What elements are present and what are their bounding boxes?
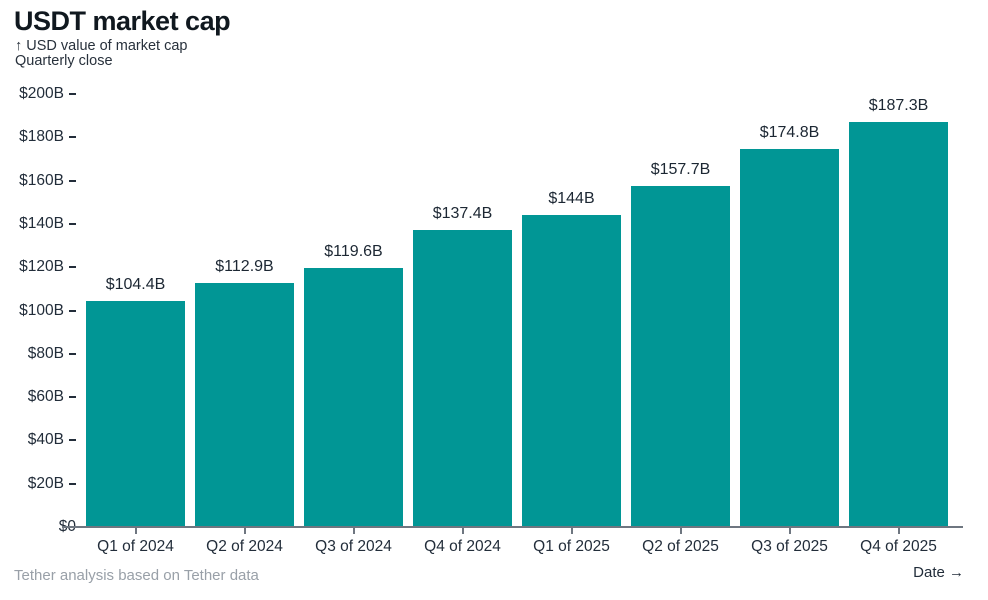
y-tick-label: $80B [27,344,64,362]
x-tick-mark [570,528,573,534]
x-axis-baseline [62,526,963,528]
x-axis-cell: Q3 of 2025 [740,528,839,556]
bar [413,229,512,527]
bar-value-label: $119.6B [324,243,383,261]
x-axis-cell: Q3 of 2024 [304,528,403,556]
y-tick-mark [69,396,76,399]
bar-value-label: $137.4B [432,204,493,222]
x-axis-title: Date → [913,564,964,581]
bar [631,185,730,527]
bar-cell: $104.4B [86,94,185,527]
x-tick-label: Q4 of 2025 [860,538,937,555]
x-tick-label: Q1 of 2024 [97,538,174,555]
x-axis-cell: Q4 of 2025 [849,528,948,556]
y-tick-label: $160B [19,171,64,189]
y-tick-mark [69,439,76,442]
y-tick-label: $140B [19,214,64,232]
bar-cell: $157.7B [631,94,730,527]
bar-cell: $187.3B [849,94,948,527]
y-axis-description: ↑ USD value of market cap [15,38,188,54]
y-tick-row: $140B [19,214,76,234]
y-axis: $200B $180B $160B $140B $120B $100B $80B $60B $4… [0,85,76,535]
x-tick-label: Q2 of 2025 [642,538,719,555]
source-note: Tether analysis based on Tether data [14,567,259,584]
y-tick-row: $20B [28,474,76,494]
x-axis-cell: Q2 of 2024 [195,528,294,556]
y-tick-row: $180B [19,127,76,147]
y-tick-mark [69,482,76,485]
x-tick-label: Q2 of 2024 [206,538,283,555]
bar-cell: $119.6B [304,94,403,527]
y-tick-label: $20B [27,474,64,492]
bar-cell: $137.4B [413,94,512,527]
bar [522,215,621,527]
y-tick-row: $120B [19,257,76,277]
x-tick-mark [788,528,791,534]
y-tick-row: $60B [28,387,76,407]
bars-plot-area: $104.4B $112.9B $119.6B $137.4B $144B $157.7B… [86,94,948,527]
y-tick-row: $40B [28,430,76,450]
bar [86,300,185,527]
x-tick-mark [352,528,355,534]
y-tick-label: $100B [19,301,64,319]
bar-value-label: $144B [548,190,595,208]
y-tick-label: $200B [19,85,64,102]
y-tick-row: $80B [28,344,76,364]
bar-value-label: $112.9B [215,257,274,275]
y-tick-mark [69,93,76,95]
y-axis-description-line2: Quarterly close [15,53,113,69]
y-tick-mark [69,222,76,225]
y-tick-row: $160B [19,171,76,191]
x-tick-label: Q3 of 2025 [751,538,828,555]
bar-cell: $112.9B [195,94,294,527]
bar-value-label: $157.7B [650,160,711,178]
bar-cell: $174.8B [740,94,839,527]
y-tick-label: $60B [27,388,64,406]
bar-value-label: $104.4B [105,275,166,293]
x-axis-cell: Q2 of 2025 [631,528,730,556]
x-axis-cell: Q1 of 2024 [86,528,185,556]
bar [195,282,294,527]
y-tick-row: $200B [19,84,76,104]
bar-cell: $144B [522,94,621,527]
y-tick-mark [69,136,76,139]
x-axis-cell: Q4 of 2024 [413,528,512,556]
x-tick-mark [134,528,137,534]
bar [849,121,948,527]
y-tick-mark [69,179,76,182]
x-tick-mark [897,528,900,534]
x-tick-label: Q3 of 2024 [315,538,392,555]
y-tick-mark [69,266,76,269]
x-tick-mark [679,528,682,534]
x-tick-mark [243,528,246,534]
x-tick-label: Q1 of 2025 [533,538,610,555]
y-tick-mark [69,309,76,312]
bar [304,268,403,527]
bar [740,148,839,527]
y-tick-mark [69,352,76,355]
x-tick-label: Q4 of 2024 [424,538,501,555]
y-tick-row: $100B [19,301,76,321]
x-axis: Q1 of 2024 Q2 of 2024 Q3 of 2024 Q4 of 2024… [86,528,948,556]
x-axis-cell: Q1 of 2025 [522,528,621,556]
chart-subtitle: ↑ USD value of market cap Quarterly clos… [15,39,187,69]
y-tick-label: $180B [19,128,64,146]
bar-value-label: $174.8B [759,123,820,141]
x-tick-mark [461,528,464,534]
y-tick-label: $40B [27,431,64,449]
y-tick-label: $120B [19,258,64,276]
chart-title: USDT market cap [14,6,231,36]
bar-value-label: $187.3B [868,96,929,114]
